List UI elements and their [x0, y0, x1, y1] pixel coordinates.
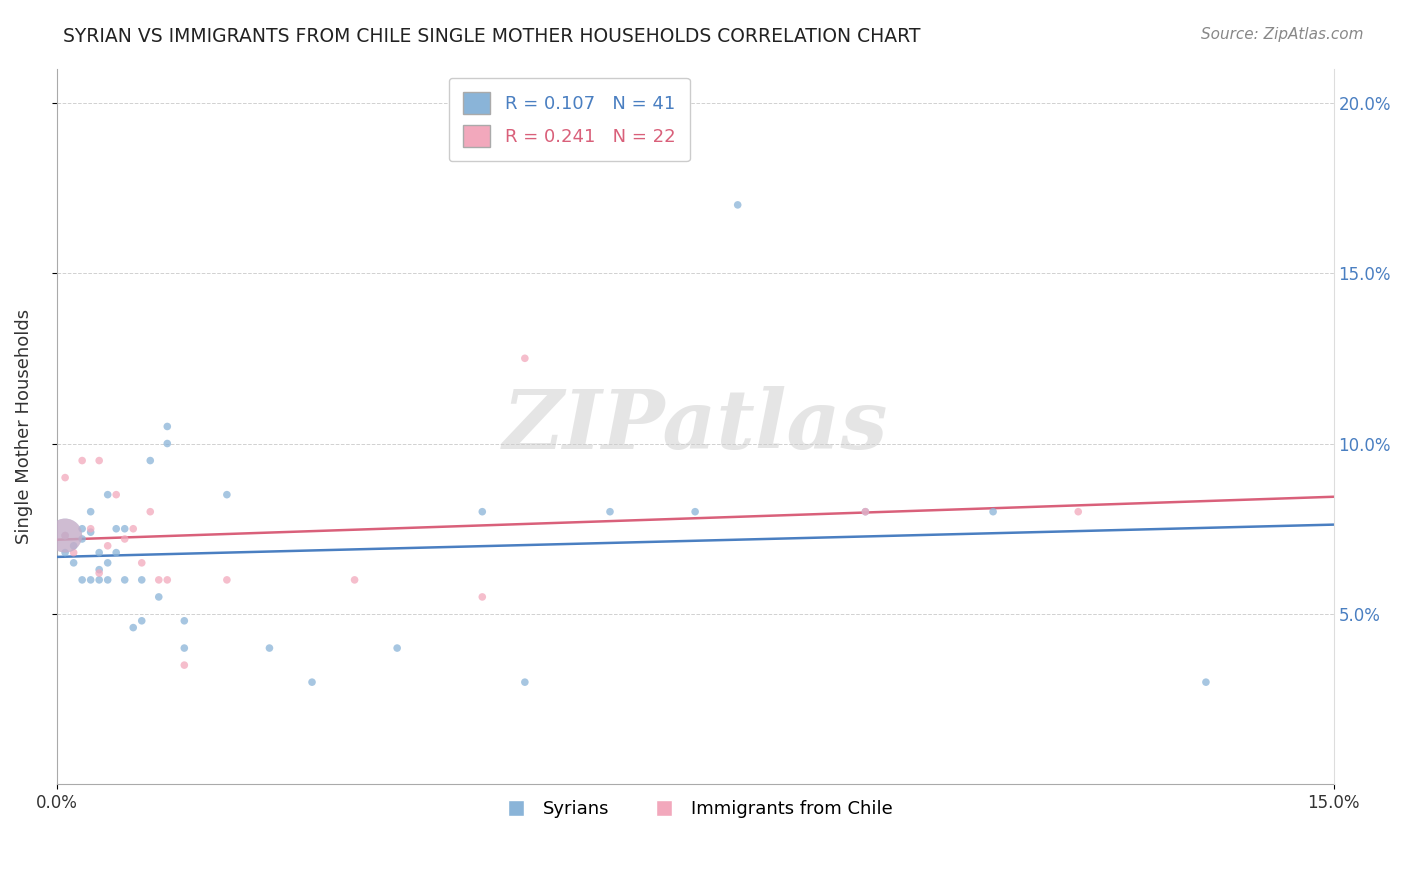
Point: [385, 641, 408, 656]
Point: [215, 488, 238, 502]
Point: [215, 573, 238, 587]
Point: [53, 470, 76, 484]
Point: [89, 573, 111, 587]
Point: [70, 532, 93, 546]
Text: ZIPatlas: ZIPatlas: [502, 386, 887, 467]
Point: [599, 505, 621, 519]
Point: [513, 675, 536, 690]
Point: [156, 436, 179, 450]
Point: [53, 528, 76, 542]
Point: [471, 590, 494, 604]
Point: [70, 522, 93, 536]
Point: [70, 573, 93, 587]
Point: [1195, 675, 1218, 690]
Point: [53, 528, 76, 542]
Point: [79, 573, 101, 587]
Point: [105, 488, 128, 502]
Point: [173, 641, 195, 656]
Point: [1067, 505, 1090, 519]
Point: [259, 641, 281, 656]
Point: [131, 556, 153, 570]
Point: [62, 556, 84, 570]
Point: [148, 573, 170, 587]
Point: [139, 453, 162, 467]
Point: [79, 522, 101, 536]
Point: [53, 528, 76, 542]
Point: [683, 505, 706, 519]
Point: [139, 505, 162, 519]
Point: [114, 522, 136, 536]
Text: Source: ZipAtlas.com: Source: ZipAtlas.com: [1201, 27, 1364, 42]
Point: [173, 658, 195, 673]
Point: [105, 546, 128, 560]
Point: [343, 573, 366, 587]
Point: [79, 525, 101, 540]
Point: [79, 505, 101, 519]
Point: [855, 505, 877, 519]
Point: [114, 532, 136, 546]
Text: SYRIAN VS IMMIGRANTS FROM CHILE SINGLE MOTHER HOUSEHOLDS CORRELATION CHART: SYRIAN VS IMMIGRANTS FROM CHILE SINGLE M…: [63, 27, 921, 45]
Point: [727, 198, 749, 212]
Point: [156, 573, 179, 587]
Point: [97, 556, 120, 570]
Point: [53, 528, 76, 542]
Y-axis label: Single Mother Households: Single Mother Households: [15, 309, 32, 544]
Point: [855, 505, 877, 519]
Point: [62, 539, 84, 553]
Point: [89, 563, 111, 577]
Point: [114, 573, 136, 587]
Point: [513, 351, 536, 366]
Point: [156, 419, 179, 434]
Point: [301, 675, 323, 690]
Point: [148, 590, 170, 604]
Point: [131, 614, 153, 628]
Point: [89, 546, 111, 560]
Point: [131, 573, 153, 587]
Point: [173, 614, 195, 628]
Point: [981, 505, 1004, 519]
Point: [97, 539, 120, 553]
Point: [89, 566, 111, 580]
Point: [53, 546, 76, 560]
Point: [471, 505, 494, 519]
Point: [122, 621, 145, 635]
Point: [62, 546, 84, 560]
Point: [70, 453, 93, 467]
Point: [122, 522, 145, 536]
Point: [105, 522, 128, 536]
Point: [97, 573, 120, 587]
Legend: Syrians, Immigrants from Chile: Syrians, Immigrants from Chile: [491, 793, 900, 825]
Point: [89, 453, 111, 467]
Point: [97, 488, 120, 502]
